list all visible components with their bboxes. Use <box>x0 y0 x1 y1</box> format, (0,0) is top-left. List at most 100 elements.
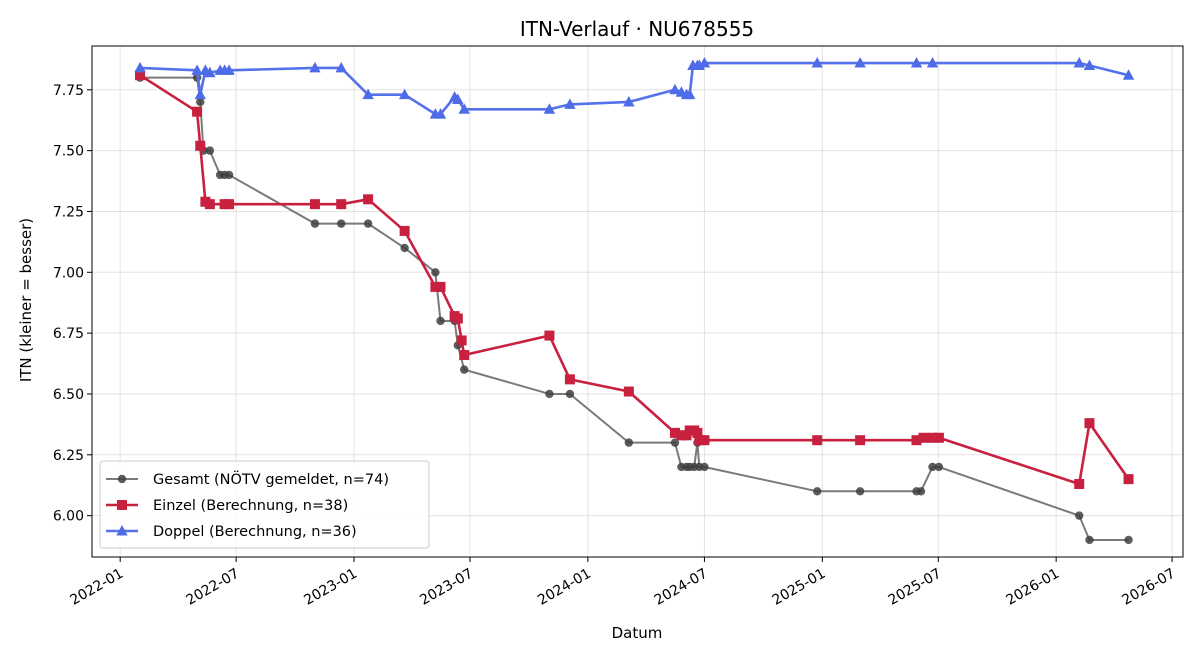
data-point-einzel <box>1074 479 1085 489</box>
data-point-doppel <box>698 57 711 68</box>
data-point-gesamt <box>700 462 709 472</box>
legend-item-doppel: Doppel (Berechnung, n=36) <box>106 524 357 540</box>
data-point-einzel <box>564 374 575 385</box>
data-point-doppel <box>623 95 635 107</box>
data-point-doppel <box>564 98 576 109</box>
series-layer <box>134 57 1135 545</box>
plot-frame <box>91 45 1184 558</box>
legend-label: Gesamt (NÖTV gemeldet, n=74) <box>153 470 389 488</box>
data-point-einzel <box>399 225 410 236</box>
data-point-doppel <box>434 108 447 119</box>
data-point-gesamt <box>205 146 215 155</box>
data-point-einzel <box>336 199 347 210</box>
legend-swatch-marker <box>117 474 127 484</box>
y-tick-label: 7.25 <box>53 204 84 220</box>
data-point-einzel <box>692 427 703 438</box>
data-point-doppel <box>669 83 681 95</box>
data-point-doppel <box>1122 69 1135 80</box>
data-point-gesamt <box>224 170 234 180</box>
data-point-einzel <box>544 330 555 341</box>
data-point-einzel <box>855 435 866 446</box>
data-point-doppel <box>910 57 923 68</box>
chart-title: ITN-Verlauf · NU678555 <box>520 17 754 41</box>
data-point-einzel <box>204 199 215 210</box>
data-point-gesamt <box>545 389 554 399</box>
data-point-gesamt <box>670 438 680 447</box>
x-axis-title: Datum <box>612 624 663 642</box>
data-point-einzel <box>933 432 944 443</box>
data-point-doppel <box>194 88 206 100</box>
data-point-einzel <box>309 199 320 210</box>
data-point-einzel <box>812 435 823 446</box>
y-tick-label: 6.25 <box>53 448 84 464</box>
grid-lines <box>92 46 1183 557</box>
y-tick-label: 6.75 <box>53 326 84 342</box>
data-point-gesamt <box>337 219 346 228</box>
legend-label: Doppel (Berechnung, n=36) <box>153 524 357 540</box>
data-point-einzel <box>430 281 441 292</box>
data-point-gesamt <box>310 219 320 228</box>
y-tick-label: 6.50 <box>53 387 84 403</box>
data-point-doppel <box>854 57 866 68</box>
legend-swatch-marker <box>117 500 127 510</box>
data-point-einzel <box>623 386 634 397</box>
data-point-einzel <box>135 70 146 81</box>
data-point-gesamt <box>431 268 440 277</box>
data-point-einzel <box>927 432 938 443</box>
data-point-gesamt <box>812 487 822 496</box>
legend-box <box>99 460 430 549</box>
data-point-einzel <box>435 281 446 292</box>
data-point-einzel <box>1123 474 1134 485</box>
data-point-gesamt <box>196 97 205 107</box>
data-point-doppel <box>458 103 470 114</box>
data-point-gesamt <box>624 438 634 447</box>
data-point-gesamt <box>1124 535 1133 545</box>
series-einzel <box>135 70 1134 489</box>
data-point-doppel <box>204 66 216 78</box>
data-point-doppel <box>1073 57 1085 68</box>
data-point-gesamt <box>400 243 409 253</box>
data-point-gesamt <box>855 487 865 496</box>
legend: Gesamt (NÖTV gemeldet, n=74) Einzel (Bere… <box>99 460 430 549</box>
data-point-gesamt <box>363 219 373 228</box>
data-point-doppel <box>398 88 411 100</box>
data-point-doppel <box>309 61 321 73</box>
data-point-einzel <box>669 427 680 438</box>
data-point-gesamt <box>1085 535 1094 545</box>
data-point-einzel <box>195 140 206 151</box>
data-point-einzel <box>676 430 687 441</box>
y-axis-title: ITN (kleiner = besser) <box>17 218 35 382</box>
data-point-gesamt <box>934 462 944 472</box>
y-tick-label: 7.75 <box>53 83 84 99</box>
data-point-doppel <box>926 57 939 68</box>
data-point-einzel <box>452 313 463 324</box>
data-point-gesamt <box>1075 511 1084 520</box>
data-point-gesamt <box>916 487 926 496</box>
data-point-einzel <box>911 435 922 446</box>
data-point-doppel <box>684 88 696 100</box>
data-point-doppel <box>134 61 146 73</box>
data-point-einzel <box>459 350 470 361</box>
y-tick-label: 7.00 <box>53 265 84 281</box>
y-tick-label: 7.50 <box>53 144 84 160</box>
data-point-einzel <box>699 435 710 446</box>
data-point-einzel <box>456 335 467 346</box>
data-point-einzel <box>1084 418 1095 429</box>
legend-swatch-marker <box>116 525 128 536</box>
data-point-gesamt <box>928 462 937 472</box>
legend-item-einzel: Einzel (Berechnung, n=38) <box>106 498 348 514</box>
data-point-doppel <box>811 57 823 68</box>
data-point-einzel <box>224 199 235 210</box>
legend-label: Einzel (Berechnung, n=38) <box>153 498 348 514</box>
data-point-doppel <box>362 88 374 100</box>
data-point-doppel <box>223 64 235 75</box>
data-point-einzel <box>918 432 929 443</box>
data-point-einzel <box>363 194 374 205</box>
data-point-doppel <box>191 64 203 75</box>
data-point-doppel <box>335 61 347 73</box>
legend-item-gesamt: Gesamt (NÖTV gemeldet, n=74) <box>106 470 389 488</box>
data-point-gesamt <box>565 389 575 399</box>
